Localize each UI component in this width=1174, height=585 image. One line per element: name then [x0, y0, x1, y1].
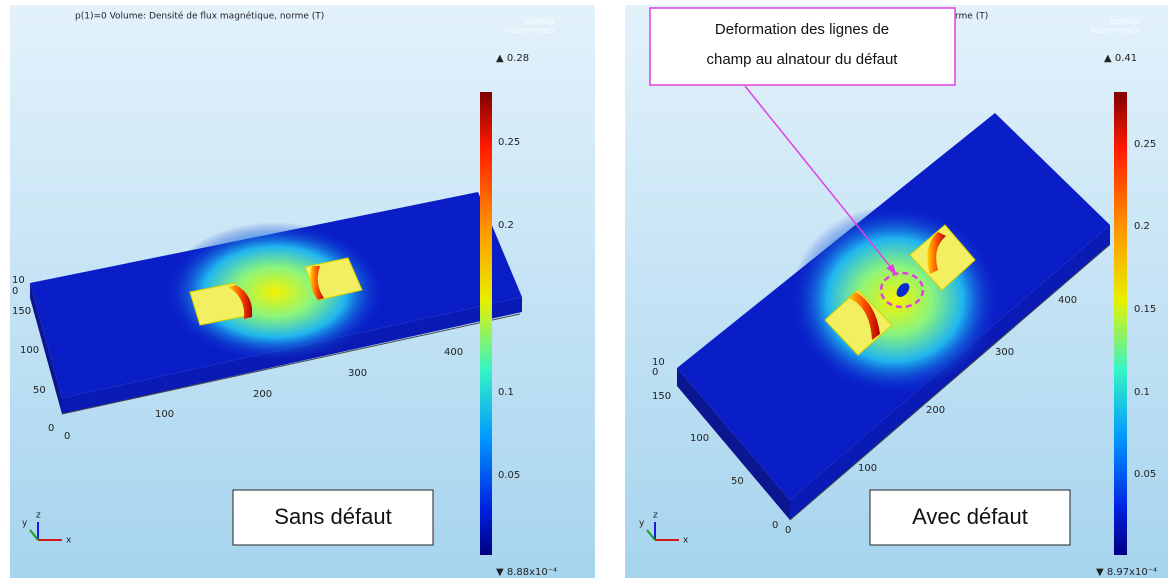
magnet: [927, 232, 946, 274]
caption: Avec défaut: [912, 504, 1028, 529]
triad-label: x: [66, 536, 72, 546]
triad-label: y: [22, 519, 28, 529]
triad-label: y: [639, 519, 645, 529]
colorbar-tick: 0.2: [1134, 221, 1150, 232]
triad: [646, 529, 656, 541]
colorbar-min: ▼ 8.97x10⁻⁴: [1096, 567, 1157, 578]
logo: MULTIPHYSICS: [505, 27, 556, 35]
defect: [896, 283, 910, 297]
colorbar-min: ▼ 8.88x10⁻⁴: [496, 567, 557, 578]
axis-label: 0: [772, 520, 778, 531]
axis-label: 50: [731, 476, 744, 487]
caption-box: [869, 489, 1071, 546]
colorbar: [1114, 92, 1127, 555]
field: [165, 222, 385, 362]
axis-label: 300: [995, 347, 1014, 358]
triad: [29, 529, 39, 541]
annotation: Deformation des lignes de: [715, 21, 889, 38]
magnet: [310, 266, 324, 300]
colorbar-tick: 0.2: [498, 220, 514, 231]
axis-label: 150: [12, 306, 31, 317]
slab-side: [30, 283, 62, 414]
axis-label: 100: [858, 463, 877, 474]
colorbar-tick: 0.25: [1134, 139, 1156, 150]
magnet: [848, 292, 880, 340]
axis-label: 100: [20, 345, 39, 356]
slab-side: [677, 368, 790, 520]
callout-line: [744, 85, 894, 271]
axis-label: 0: [48, 423, 54, 434]
logo: MULTIPHYSICS: [1090, 27, 1141, 35]
caption: Sans défaut: [274, 504, 391, 529]
colorbar-max: ▲ 0.28: [496, 53, 529, 64]
colorbar-tick: 0.05: [1134, 469, 1156, 480]
annotation: champ au alnatour du défaut: [707, 51, 899, 68]
magnet: [909, 224, 976, 291]
defect-marker: [879, 271, 925, 309]
axis-label: 50: [33, 385, 46, 396]
logo: COMSOL: [1110, 18, 1140, 26]
colorbar-max: ▲ 0.41: [1104, 53, 1137, 64]
colorbar-tick: 0.15: [1134, 304, 1156, 315]
axis-label: 0: [12, 286, 18, 297]
axis-label: 0: [652, 367, 658, 378]
magnet: [228, 285, 253, 319]
triad-label: x: [683, 536, 689, 546]
axis-label: 0: [785, 525, 791, 536]
axis-label: 400: [444, 347, 463, 358]
magnet: [824, 289, 893, 356]
axis-label: 200: [926, 405, 945, 416]
annotation-box: [649, 7, 956, 86]
colorbar-tick: 0.1: [1134, 387, 1150, 398]
header: rme (T): [955, 12, 988, 22]
triad-label: z: [653, 511, 658, 521]
axis-label: 10: [652, 357, 665, 368]
header: p(1)=0 Volume: Densité de flux magnétiqu…: [75, 11, 324, 22]
axis-label: 100: [690, 433, 709, 444]
axis: [789, 245, 1109, 521]
axis-label: 100: [155, 409, 174, 420]
caption-box: [232, 489, 434, 546]
axis-label: 0: [64, 431, 70, 442]
axis-label: 300: [348, 368, 367, 379]
colorbar-tick: 0.05: [498, 470, 520, 481]
triad-label: z: [36, 511, 41, 521]
axis-label: 400: [1058, 295, 1077, 306]
axis: [61, 313, 521, 415]
colorbar-tick: 0.25: [498, 137, 520, 148]
logo: COMSOL: [525, 18, 555, 26]
axis-label: 200: [253, 389, 272, 400]
colorbar-tick: 0.1: [498, 387, 514, 398]
axis-label: 150: [652, 391, 671, 402]
axis-label: 10: [12, 275, 25, 286]
colorbar: [480, 92, 492, 555]
callout-arrow: [886, 264, 897, 276]
